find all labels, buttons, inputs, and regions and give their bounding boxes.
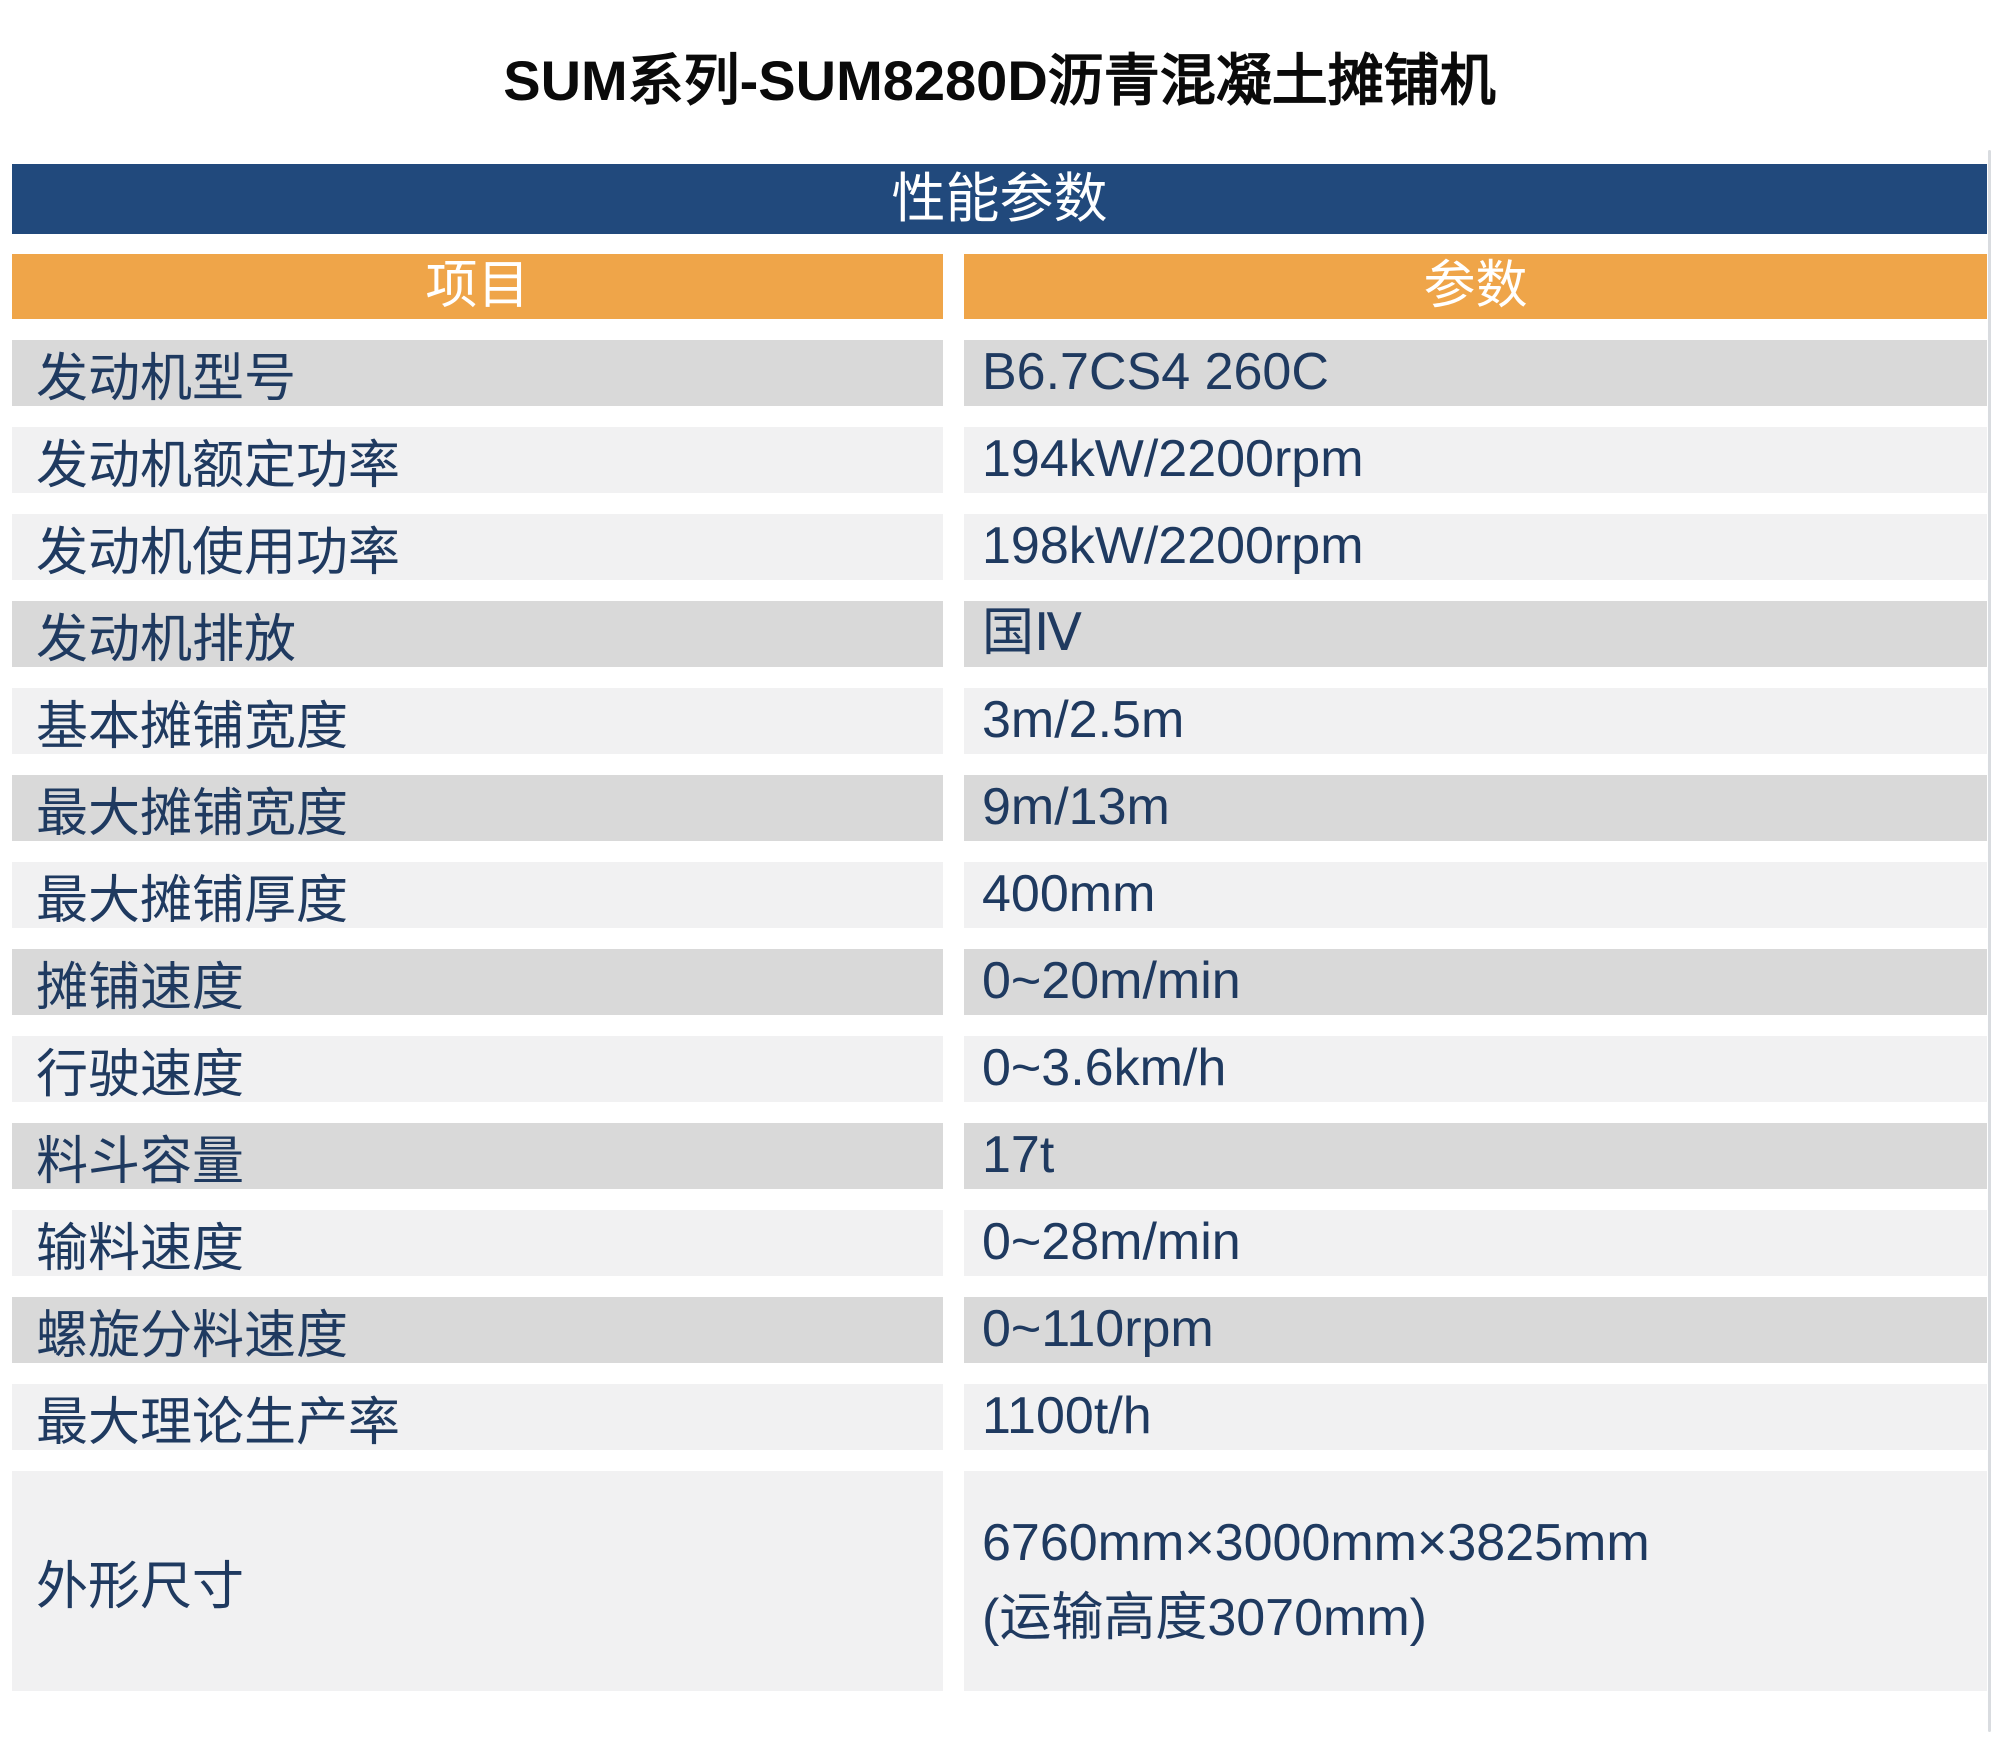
row-label: 最大摊铺宽度 [12, 775, 943, 843]
table-row: 最大理论生产率 1100t/h [12, 1384, 1987, 1452]
row-value-line1: 0~20m/min [982, 952, 1241, 1011]
row-value-line1: 194kW/2200rpm [982, 430, 1364, 489]
row-value-line1: 0~110rpm [982, 1300, 1214, 1359]
row-label: 外形尺寸 [12, 1471, 943, 1691]
page-title: SUM系列-SUM8280D沥青混凝土摊铺机 [503, 49, 1496, 112]
row-value-line1: B6.7CS4 260C [982, 343, 1329, 402]
table-row: 螺旋分料速度 0~110rpm [12, 1297, 1987, 1365]
row-value: 198kW/2200rpm [964, 514, 1987, 580]
row-label: 最大摊铺厚度 [12, 862, 943, 930]
scrollbar-track[interactable] [1988, 150, 1991, 1732]
row-value: 0~3.6km/h [964, 1036, 1987, 1102]
column-header-parameter: 参数 [964, 254, 1987, 319]
table-row: 外形尺寸 6760mm×3000mm×3825mm (运输高度3070mm) [12, 1471, 1987, 1691]
table-row: 行驶速度 0~3.6km/h [12, 1036, 1987, 1104]
row-label: 发动机额定功率 [12, 427, 943, 495]
row-label: 发动机型号 [12, 340, 943, 408]
row-value-line2: (运输高度3070mm) [982, 1589, 1427, 1647]
row-value: 6760mm×3000mm×3825mm (运输高度3070mm) [964, 1471, 1987, 1691]
table-row: 发动机使用功率 198kW/2200rpm [12, 514, 1987, 582]
row-label: 输料速度 [12, 1210, 943, 1278]
row-value-line1: 198kW/2200rpm [982, 517, 1364, 576]
row-label: 发动机排放 [12, 601, 943, 669]
row-value-line1: 9m/13m [982, 778, 1170, 837]
table-row: 料斗容量 17t [12, 1123, 1987, 1191]
row-value: 194kW/2200rpm [964, 427, 1987, 493]
table-row: 发动机额定功率 194kW/2200rpm [12, 427, 1987, 495]
row-label: 发动机使用功率 [12, 514, 943, 582]
row-label: 基本摊铺宽度 [12, 688, 943, 756]
row-value: 0~28m/min [964, 1210, 1987, 1276]
row-value-line1: 17t [982, 1126, 1055, 1185]
table-row: 发动机型号 B6.7CS4 260C [12, 340, 1987, 408]
row-value: 0~110rpm [964, 1297, 1987, 1363]
table-row: 摊铺速度 0~20m/min [12, 949, 1987, 1017]
row-value: 1100t/h [964, 1384, 1987, 1450]
row-value-line1: 0~3.6km/h [982, 1039, 1227, 1098]
row-value: 国Ⅳ [964, 601, 1987, 667]
row-value-line1: 国Ⅳ [982, 604, 1082, 663]
row-label: 最大理论生产率 [12, 1384, 943, 1452]
row-value: B6.7CS4 260C [964, 340, 1987, 406]
row-value-line1: 400mm [982, 865, 1156, 924]
column-header-item: 项目 [12, 254, 943, 319]
row-value-line1: 1100t/h [982, 1387, 1152, 1446]
table-row: 发动机排放 国Ⅳ [12, 601, 1987, 669]
row-value: 400mm [964, 862, 1987, 928]
table-row: 最大摊铺宽度 9m/13m [12, 775, 1987, 843]
section-header-label: 性能参数 [891, 169, 1108, 229]
row-value: 3m/2.5m [964, 688, 1987, 754]
section-header-bar: 性能参数 [12, 164, 1987, 234]
table-row: 最大摊铺厚度 400mm [12, 862, 1987, 930]
row-value-line1: 6760mm×3000mm×3825mm [982, 1513, 1650, 1572]
row-label: 摊铺速度 [12, 949, 943, 1017]
table-row: 输料速度 0~28m/min [12, 1210, 1987, 1278]
row-value-line1: 0~28m/min [982, 1213, 1241, 1272]
table-header-row: 项目 参数 [12, 254, 1987, 319]
table-row: 基本摊铺宽度 3m/2.5m [12, 688, 1987, 756]
spec-content: SUM系列-SUM8280D沥青混凝土摊铺机 性能参数 项目 参数 发动机型号 … [12, 0, 1987, 1712]
row-label: 料斗容量 [12, 1123, 943, 1191]
spec-table-body: 发动机型号 B6.7CS4 260C 发动机额定功率 194kW/2200rpm… [12, 340, 1987, 1691]
row-label: 行驶速度 [12, 1036, 943, 1104]
row-value: 0~20m/min [964, 949, 1987, 1015]
row-value: 9m/13m [964, 775, 1987, 841]
row-value-line1: 3m/2.5m [982, 691, 1185, 750]
row-value: 17t [964, 1123, 1987, 1189]
row-label: 螺旋分料速度 [12, 1297, 943, 1365]
